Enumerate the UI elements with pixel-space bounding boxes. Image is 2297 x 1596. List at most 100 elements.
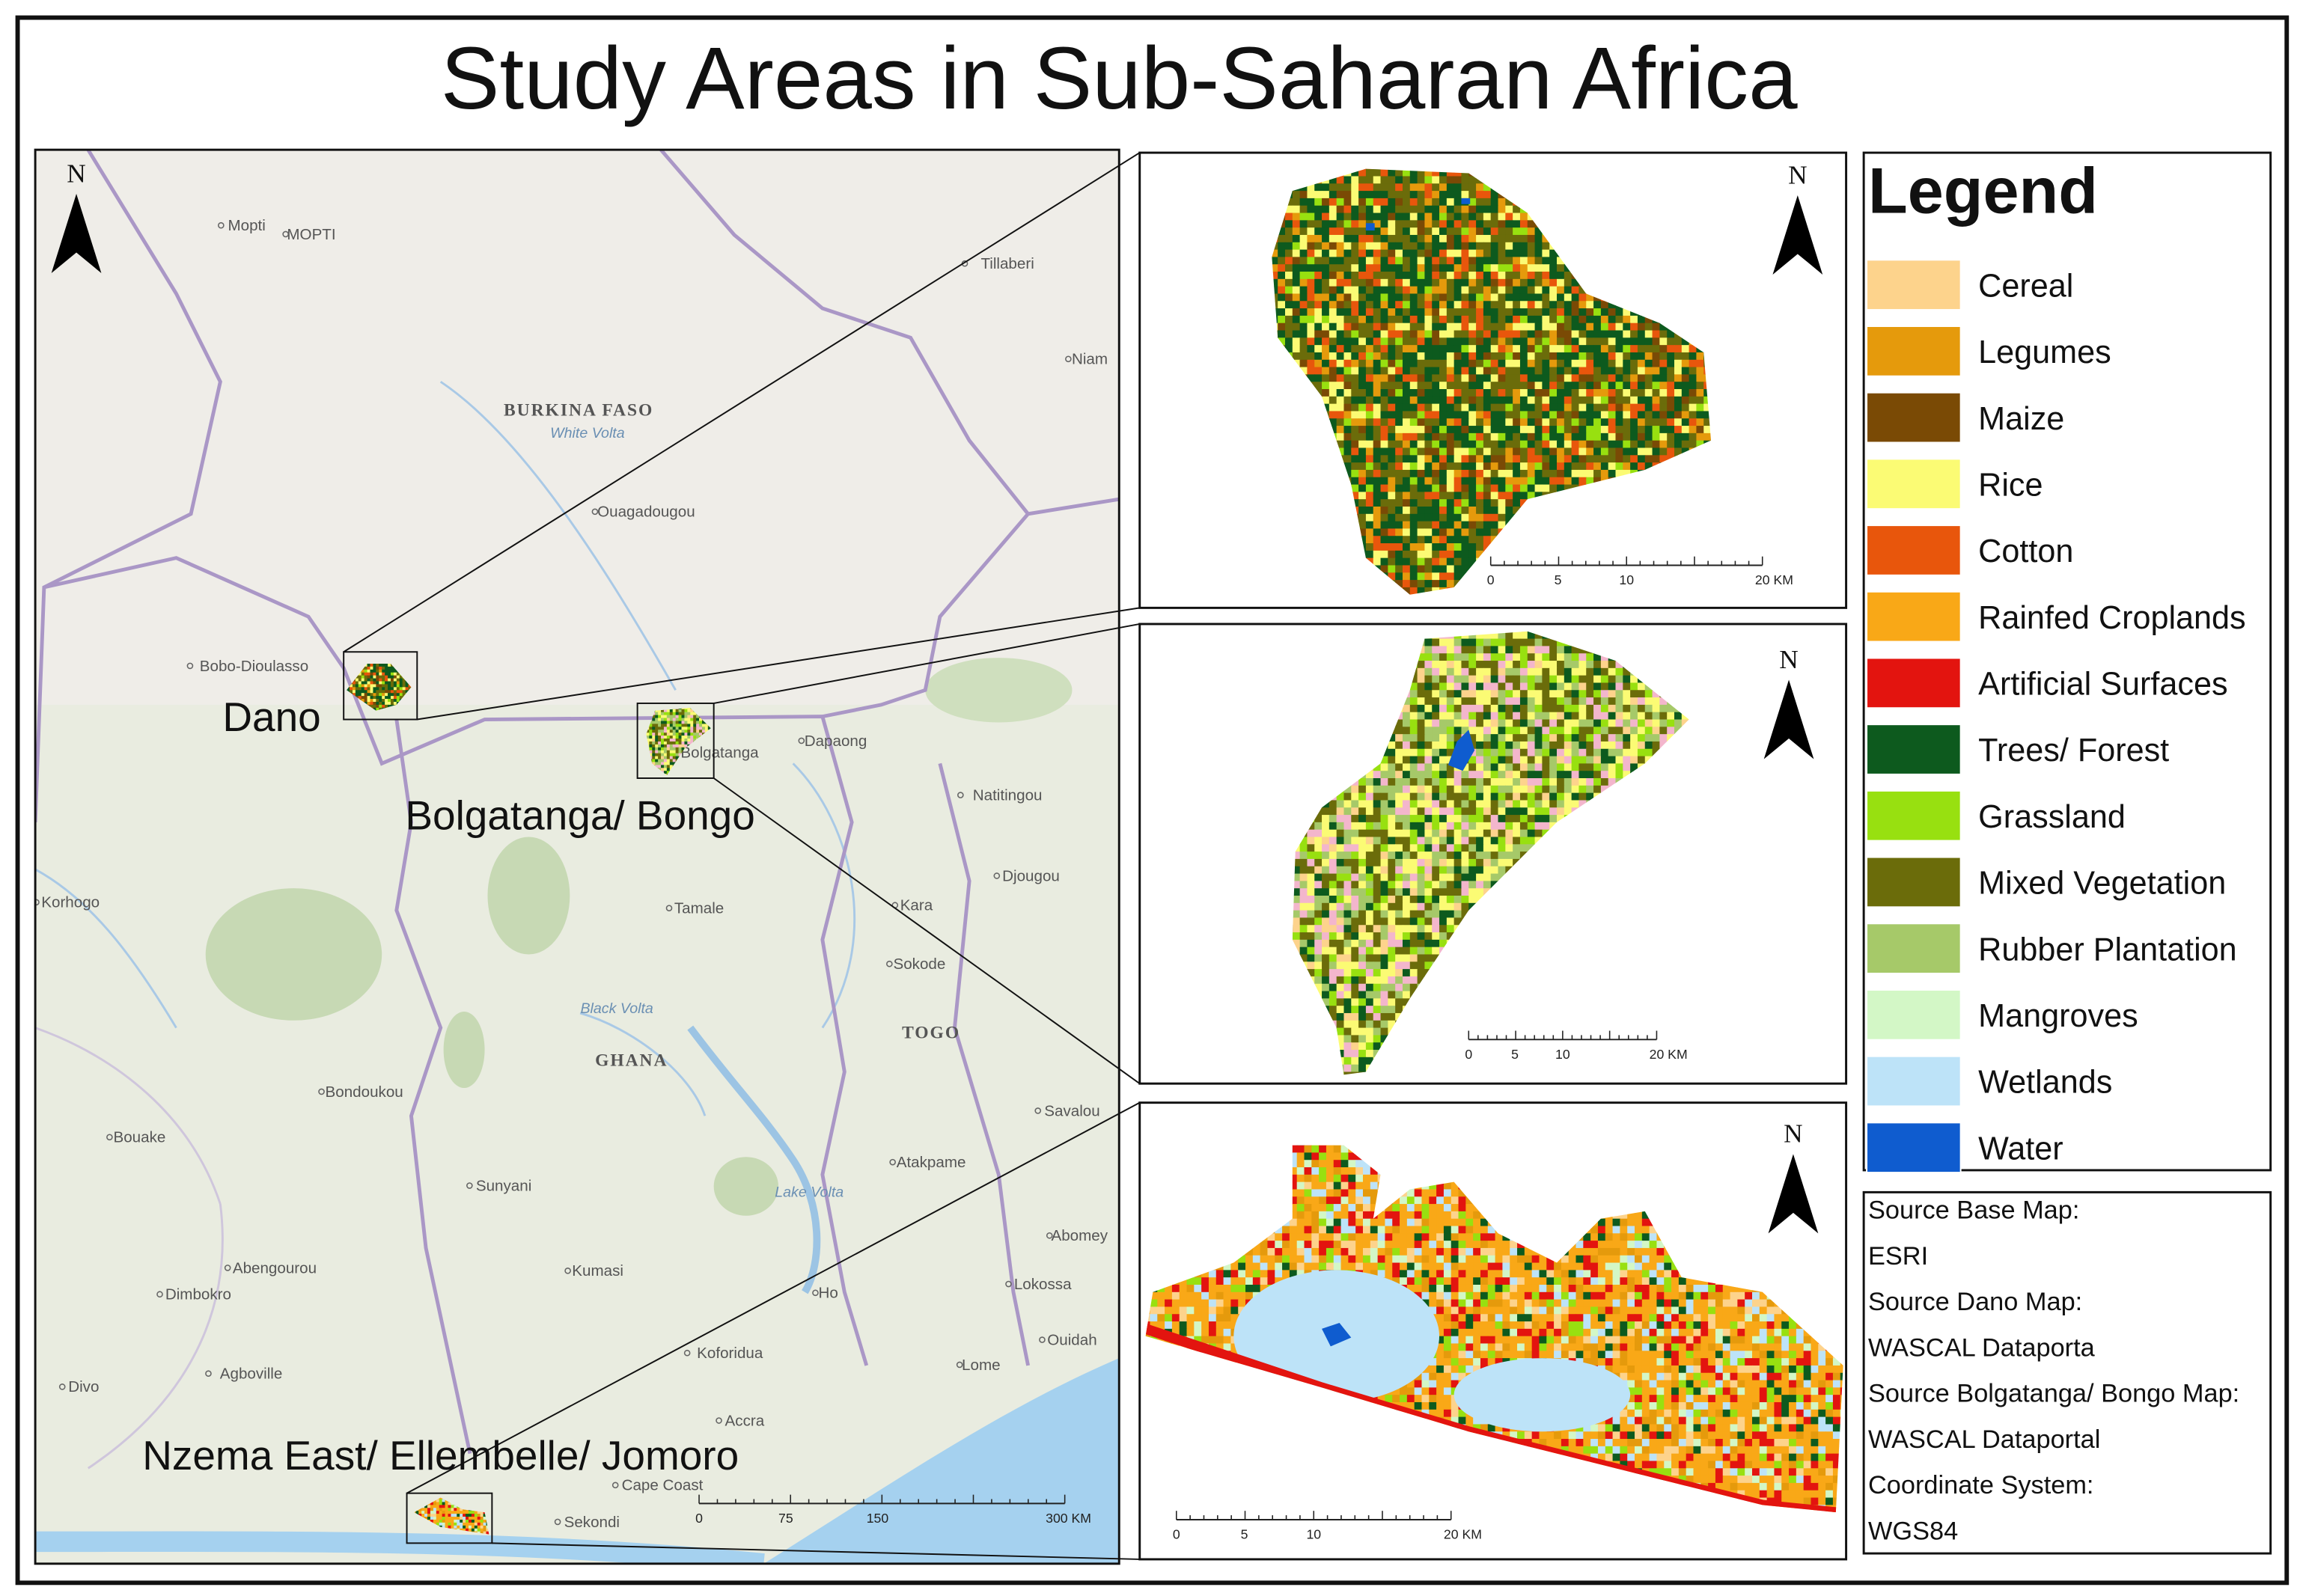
land-cover-cell [1322,242,1330,251]
land-cover-cell [1519,278,1528,287]
land-cover-cell [370,701,374,706]
land-cover-cell [1461,462,1469,471]
land-cover-cell [373,707,376,711]
land-cover-cell [1358,257,1367,265]
land-cover-cell [1409,462,1418,471]
land-cover-cell [646,739,650,742]
land-cover-cell [1358,432,1367,441]
land-cover-cell [1578,301,1587,309]
land-cover-cell [1373,432,1382,441]
land-cover-cell [370,704,374,709]
land-cover-cell [1373,176,1382,184]
land-cover-cell [445,1508,449,1511]
land-cover-cell [1395,315,1403,324]
land-cover-cell [1453,352,1462,361]
land-cover-cell [1365,550,1374,559]
land-cover-cell [1623,426,1631,434]
land-cover-cell [1674,382,1683,390]
land-cover-cell [1395,550,1403,559]
land-cover-cell [379,666,382,670]
land-cover-cell [1468,374,1477,382]
land-cover-cell [1409,543,1418,551]
land-cover-cell [1600,411,1609,419]
land-cover-cell [1402,382,1411,390]
land-cover-cell [1461,536,1469,544]
land-cover-cell [1402,337,1411,346]
place-dot [466,1182,473,1189]
land-cover-cell [1380,249,1388,257]
land-cover-cell [669,724,674,727]
land-cover-cell [1278,315,1286,324]
land-cover-cell [364,678,368,682]
land-cover-cell [1402,396,1411,405]
land-cover-cell [669,762,674,765]
land-cover-cell [1365,426,1374,434]
land-cover-cell [1432,352,1440,361]
land-cover-cell [1358,352,1367,361]
land-cover-cell [1542,418,1550,426]
land-cover-cell [687,712,691,716]
land-cover-cell [1322,330,1330,338]
land-cover-cell [649,741,653,745]
land-cover-cell [1314,264,1323,272]
land-cover-cell [1600,469,1609,478]
land-cover-cell [385,704,388,709]
land-cover-cell [1446,308,1455,317]
land-cover-cell [1373,492,1382,500]
land-cover-cell [1600,315,1609,324]
land-cover-cell [687,730,691,733]
land-cover-cell [1527,220,1536,228]
land-cover-cell [1468,484,1477,492]
land-cover-cell [457,1508,460,1511]
land-cover-cell [1373,213,1382,221]
land-cover-cell [1549,257,1558,265]
land-cover-cell [1432,521,1440,530]
land-cover-cell [1284,272,1293,280]
land-cover-cell [1468,359,1477,368]
land-cover-cell [468,1511,472,1514]
land-cover-cell [666,715,671,719]
land-cover-cell [1461,278,1469,287]
land-cover-cell [1519,301,1528,309]
land-cover-cell [1439,220,1448,228]
place-label: Sunyani [476,1177,531,1194]
land-cover-cell [655,765,659,768]
land-cover-cell [1388,242,1396,251]
land-cover-cell [652,741,656,745]
land-cover-cell [1388,462,1396,471]
land-cover-cell [1351,213,1359,221]
land-cover-cell [393,681,397,685]
land-cover-cell [1534,352,1543,361]
land-cover-cell [1549,426,1558,434]
land-cover-cell [1314,301,1323,309]
land-cover-cell [373,696,376,700]
land-cover-cell [1615,447,1623,456]
land-cover-cell [1380,543,1388,551]
land-cover-cell [1519,257,1528,265]
land-cover-cell [652,750,656,754]
land-cover-cell [1343,418,1352,426]
land-cover-cell [1549,264,1558,272]
land-cover-cell [1424,528,1433,536]
land-cover-cell [1417,484,1425,492]
land-cover-cell [1623,330,1631,338]
land-cover-cell [681,709,686,713]
land-cover-cell [1652,447,1660,456]
land-cover-cell [1564,337,1572,346]
land-cover-cell [1600,418,1609,426]
land-cover-cell [1461,308,1469,317]
land-cover-cell [1461,220,1469,228]
land-cover-cell [1468,264,1477,272]
land-cover-cell [1468,213,1477,221]
land-cover-cell [1292,286,1301,295]
land-cover-cell [1380,359,1388,368]
land-cover-cell [1373,168,1382,177]
land-cover-cell [655,712,659,716]
land-cover-cell [1424,168,1433,177]
land-cover-cell [1424,176,1433,184]
land-cover-cell [399,684,403,688]
land-cover-cell [649,736,653,739]
land-cover-cell [1623,411,1631,419]
land-cover-cell [1593,389,1602,397]
land-cover-cell [1439,345,1448,353]
